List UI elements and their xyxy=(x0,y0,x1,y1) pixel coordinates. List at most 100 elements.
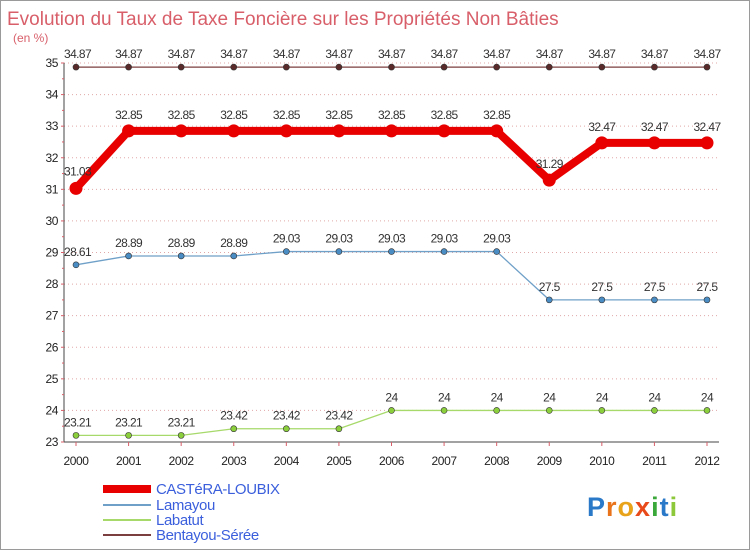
data-point xyxy=(493,407,500,414)
data-label: 23.21 xyxy=(64,415,92,429)
data-point xyxy=(703,407,711,414)
x-tick-label: 2007 xyxy=(432,454,458,468)
data-label: 34.87 xyxy=(220,47,248,61)
data-point xyxy=(703,296,711,304)
x-tick-label: 2001 xyxy=(116,454,142,468)
data-label: 34.87 xyxy=(588,47,616,61)
data-label: 28.89 xyxy=(168,236,196,250)
legend-label: Labatut xyxy=(156,512,204,529)
data-label: 34.87 xyxy=(641,47,669,61)
data-point xyxy=(177,432,185,439)
data-point xyxy=(385,124,398,138)
legend: CASTéRA-LOUBIXLamayouLabatutBentayou-Sér… xyxy=(103,481,280,544)
data-label: 24 xyxy=(543,390,556,404)
data-point xyxy=(651,296,658,304)
data-label: 29.03 xyxy=(431,232,459,246)
y-tick-label: 30 xyxy=(45,214,58,228)
series-cast-ra-loubix: 31.03 32.85 32.85 32.85 32.85 32.85 32.85 32.85… xyxy=(64,108,722,195)
y-tick-label: 24 xyxy=(45,403,58,417)
data-label: 24 xyxy=(438,390,451,404)
y-tick-label: 32 xyxy=(45,151,58,165)
data-point xyxy=(388,248,395,255)
y-tick-label: 35 xyxy=(45,56,58,70)
data-point xyxy=(440,63,448,71)
logo-text: Proxiti xyxy=(587,492,678,522)
data-label: 27.5 xyxy=(539,280,561,294)
data-point xyxy=(279,124,293,138)
data-point xyxy=(230,425,238,433)
data-label: 27.5 xyxy=(591,280,613,294)
logo-letter: i xyxy=(670,492,679,522)
data-point xyxy=(125,63,132,71)
data-label: 29.03 xyxy=(483,232,511,246)
data-label: 24 xyxy=(596,390,609,404)
data-label: 32.47 xyxy=(588,120,616,134)
data-point xyxy=(72,261,80,269)
data-point xyxy=(440,248,448,255)
data-point xyxy=(335,425,343,433)
chart-title: Evolution du Taux de Taxe Foncière sur l… xyxy=(7,9,559,30)
data-point xyxy=(545,407,553,414)
data-label: 34.87 xyxy=(115,47,143,61)
series-layer: 23.21 23.21 23.21 23.42 23.42 23.42 24 24 24 24 24… xyxy=(64,47,722,439)
data-label: 34.87 xyxy=(483,47,511,61)
data-point xyxy=(598,296,606,304)
data-label: 24 xyxy=(648,390,661,404)
data-label: 32.85 xyxy=(115,108,143,122)
data-point xyxy=(125,432,132,439)
legend-item: CASTéRA-LOUBIX xyxy=(103,481,280,498)
data-label: 27.5 xyxy=(697,280,719,294)
data-label: 28.89 xyxy=(115,236,143,250)
data-label: 31.29 xyxy=(536,157,564,171)
x-tick-label: 2006 xyxy=(379,454,405,468)
data-label: 32.85 xyxy=(483,108,511,122)
legend-label: Lamayou xyxy=(156,497,215,514)
data-point xyxy=(651,63,658,71)
data-point xyxy=(283,248,290,255)
y-tick-label: 28 xyxy=(45,277,58,291)
y-axis-ticks: 23 24 25 26 27 28 29 30 31 32 33 34 35 xyxy=(45,56,64,449)
y-tick-label: 34 xyxy=(45,88,58,102)
data-point xyxy=(227,124,241,138)
data-point xyxy=(283,63,290,71)
data-label: 24 xyxy=(491,390,504,404)
series-bentayou-s-r-e: 34.87 34.87 34.87 34.87 34.87 34.87 34.87 34.87… xyxy=(64,47,722,71)
logo-letter: x xyxy=(635,492,651,522)
series-labatut: 23.21 23.21 23.21 23.42 23.42 23.42 24 24 24 24 24… xyxy=(64,390,715,439)
data-label: 34.87 xyxy=(325,47,353,61)
x-tick-label: 2005 xyxy=(326,454,352,468)
data-point xyxy=(177,252,185,260)
x-tick-label: 2012 xyxy=(694,454,720,468)
logo-letter: o xyxy=(618,492,636,522)
data-label: 29.03 xyxy=(378,232,406,246)
data-label: 24 xyxy=(701,390,714,404)
data-point xyxy=(122,124,136,138)
data-point xyxy=(230,252,238,260)
data-point xyxy=(72,432,80,439)
series-line xyxy=(72,126,711,193)
data-point xyxy=(647,136,661,150)
data-label: 34.87 xyxy=(168,47,196,61)
data-label: 23.42 xyxy=(220,409,248,423)
data-point xyxy=(545,63,553,71)
x-tick-label: 2002 xyxy=(169,454,195,468)
data-point xyxy=(388,63,395,71)
data-point xyxy=(598,407,606,414)
data-point xyxy=(335,248,343,255)
data-label: 34.87 xyxy=(536,47,564,61)
data-point xyxy=(703,63,711,71)
data-point xyxy=(125,252,132,260)
data-point xyxy=(700,136,714,150)
data-label: 32.47 xyxy=(693,120,721,134)
data-label: 23.21 xyxy=(168,415,196,429)
data-point xyxy=(388,407,395,414)
data-point xyxy=(490,124,504,138)
y-tick-label: 33 xyxy=(45,119,58,133)
y-tick-label: 26 xyxy=(45,340,58,354)
legend-item: Lamayou xyxy=(103,497,215,514)
data-label: 28.89 xyxy=(220,236,248,250)
unit-label: (en %) xyxy=(13,31,48,45)
logo-letter: r xyxy=(606,492,618,522)
